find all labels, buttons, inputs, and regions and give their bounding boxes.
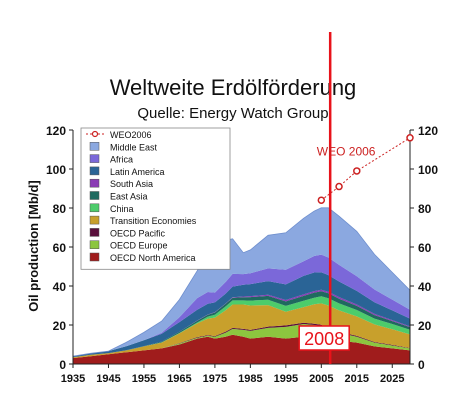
x-tick-label: 1985 <box>238 373 262 385</box>
legend-label-oecd-north-america: OECD North America <box>110 253 196 263</box>
area-middle-east <box>73 207 410 357</box>
legend-swatch-oecd-north-america <box>89 252 100 262</box>
y-tick-label-right: 20 <box>418 319 432 333</box>
legend-label-east-asia: East Asia <box>110 192 148 202</box>
y-tick-label-left: 40 <box>53 280 67 294</box>
y-tick-label-right: 80 <box>418 202 432 216</box>
legend-swatch-east-asia <box>89 191 100 200</box>
year-marker-box <box>298 325 350 351</box>
weo2006-point <box>406 134 414 142</box>
legend-label-transition-economies: Transition Economies <box>110 216 197 226</box>
x-tick-label: 1975 <box>203 373 227 385</box>
legend-label-oecd-pacific: OECD Pacific <box>110 228 166 238</box>
y-tick-label-right: 0 <box>418 358 425 372</box>
area-africa <box>73 254 410 357</box>
legend-label-south-asia: South Asia <box>110 179 153 189</box>
legend-label-latin-america: Latin America <box>110 167 165 177</box>
x-tick-label: 2025 <box>380 373 404 385</box>
area-top-outline <box>72 207 411 357</box>
y-tick-label-left: 80 <box>53 202 67 216</box>
axes: 0 0 20 20 40 40 60 60 80 80 100 100 120 120 1935 1945 19… <box>46 124 438 385</box>
x-tick-label: 2015 <box>345 373 369 385</box>
legend-swatch-china <box>89 203 100 213</box>
y-tick-label-left: 20 <box>53 319 67 333</box>
y-tick-label-left: 120 <box>46 124 66 138</box>
y-tick-label-left: 0 <box>59 358 66 372</box>
legend-swatch-transition-economies <box>89 215 100 225</box>
legend-label-oecd-europe: OECD Europe <box>110 241 168 251</box>
weo2006-point <box>335 182 343 191</box>
y-tick-label-left: 100 <box>46 163 66 177</box>
x-tick-label: 1965 <box>167 373 191 385</box>
chart-title: Weltweite Erdölförderung <box>110 75 357 100</box>
legend-label-africa: Africa <box>110 155 133 165</box>
legend-swatch-africa <box>89 154 100 163</box>
legend: WEO2006 Middle East Africa Latin America Sou… <box>80 127 231 270</box>
legend-weo2006-marker <box>91 130 99 138</box>
x-tick-label: 1995 <box>274 373 298 385</box>
y-tick-label-right: 40 <box>418 280 432 294</box>
legend-swatch-middle-east <box>89 142 100 151</box>
area-latin-america <box>73 272 410 358</box>
legend-label-weo2006: WEO2006 <box>110 130 152 140</box>
weo2006-projection: WEO 2006 <box>317 134 414 204</box>
legend-swatch-oecd-europe <box>89 240 100 249</box>
area-transition-economies <box>73 303 410 359</box>
y-axis-label: Oil production [Mb/d] <box>26 180 41 311</box>
legend-label-middle-east: Middle East <box>110 142 158 152</box>
weo2006-line <box>320 137 411 201</box>
weo2006-annotation: WEO 2006 <box>317 144 376 158</box>
legend-box <box>80 127 231 270</box>
y-tick-label-right: 120 <box>418 124 438 138</box>
legend-swatch-south-asia <box>89 178 100 188</box>
weo2006-point <box>353 167 361 175</box>
y-tick-label-right: 100 <box>418 163 438 177</box>
weo2006-point <box>317 196 326 204</box>
legend-label-china: China <box>110 204 134 214</box>
legend-swatch-oecd-pacific <box>89 228 100 237</box>
x-tick-label: 1945 <box>96 373 120 385</box>
legend-swatch-latin-america <box>89 166 100 176</box>
y-tick-label-left: 60 <box>53 241 67 255</box>
x-tick-label: 1955 <box>132 373 156 385</box>
chart-subtitle: Quelle: Energy Watch Group <box>137 105 328 122</box>
x-tick-label: 1935 <box>61 373 85 385</box>
year-marker-label: 2008 <box>304 329 344 349</box>
x-tick-label: 2005 <box>309 373 333 385</box>
year-marker: 2008 <box>298 32 350 364</box>
y-tick-label-right: 60 <box>418 241 432 255</box>
